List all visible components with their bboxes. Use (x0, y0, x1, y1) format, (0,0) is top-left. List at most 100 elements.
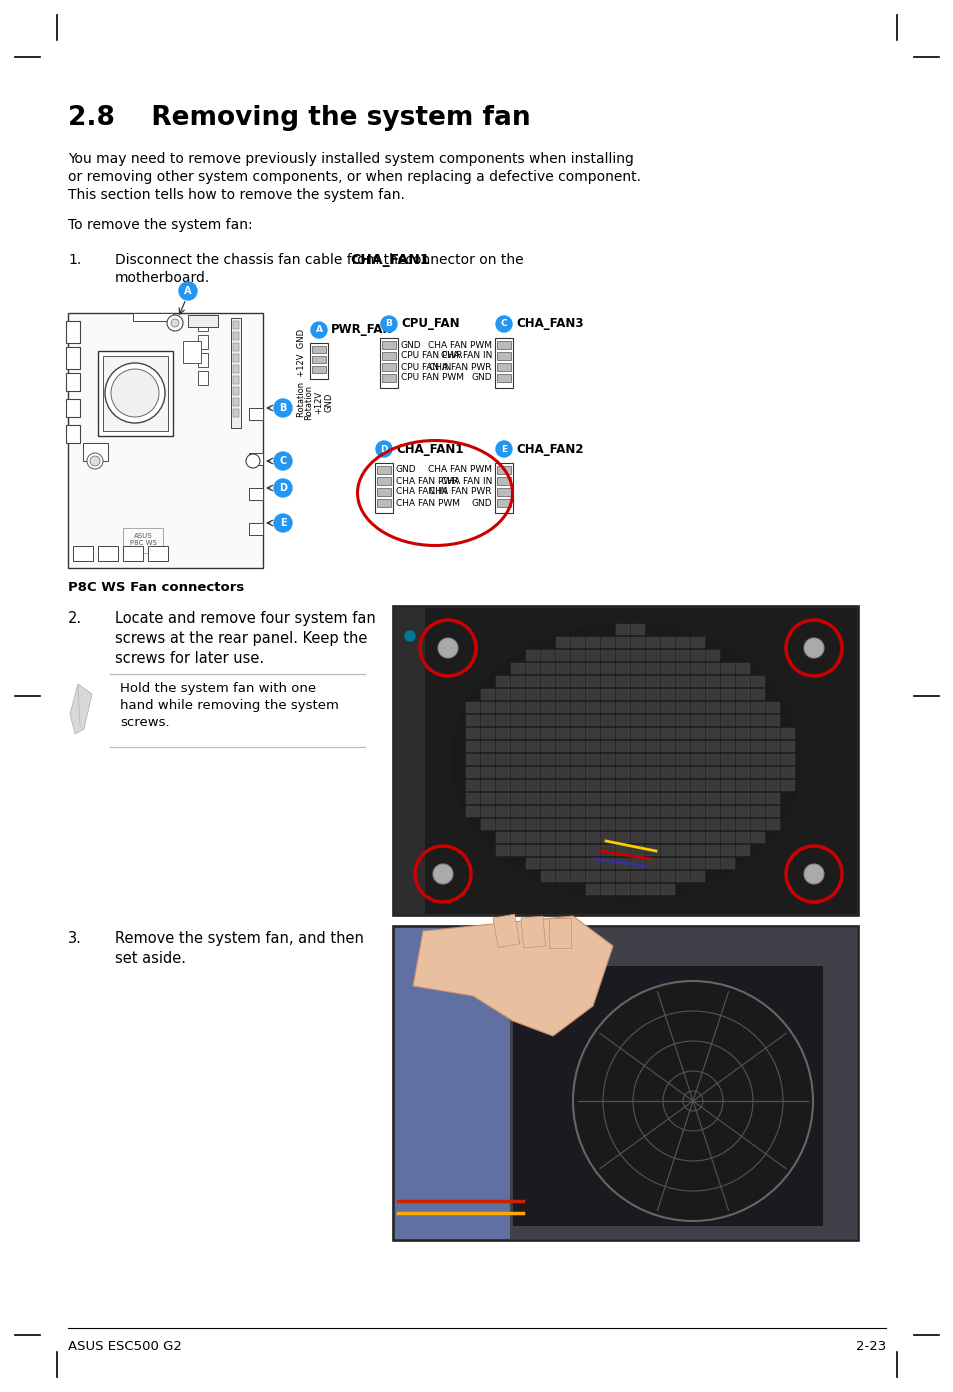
Bar (705, 818, 720, 830)
Bar (395, 928, 856, 1239)
Text: screws for later use.: screws for later use. (115, 651, 264, 665)
Bar (781, 767, 794, 778)
Bar (735, 689, 749, 700)
Bar (735, 714, 749, 725)
Bar (705, 714, 720, 725)
Bar (496, 831, 510, 842)
Bar (585, 650, 599, 660)
Bar (183, 341, 201, 363)
Bar (556, 818, 569, 830)
Bar (750, 806, 764, 817)
Bar (73, 546, 92, 561)
Bar (781, 728, 794, 739)
Bar (705, 792, 720, 803)
Bar (600, 870, 615, 881)
Bar (630, 806, 644, 817)
Circle shape (433, 864, 453, 884)
Bar (395, 608, 856, 915)
Bar (645, 845, 659, 856)
Bar (690, 650, 704, 660)
Bar (496, 818, 510, 830)
Text: D: D (278, 483, 287, 493)
Text: GND: GND (471, 373, 492, 383)
Bar (645, 780, 659, 791)
Bar (676, 689, 689, 700)
Text: motherboard.: motherboard. (115, 271, 210, 285)
Bar (750, 702, 764, 713)
Bar (556, 857, 569, 869)
Bar (630, 741, 644, 752)
Bar (676, 870, 689, 881)
Bar (540, 767, 555, 778)
Bar (645, 702, 659, 713)
Bar (571, 806, 584, 817)
Text: Remove the system fan, and then: Remove the system fan, and then (115, 931, 363, 947)
Bar (585, 780, 599, 791)
Bar (556, 767, 569, 778)
Bar (395, 928, 510, 1239)
Bar (645, 675, 659, 686)
Bar (310, 342, 328, 379)
Text: A: A (315, 326, 322, 334)
Bar (465, 728, 479, 739)
Bar (68, 313, 263, 568)
Bar (630, 702, 644, 713)
Bar (600, 806, 615, 817)
Bar (233, 376, 239, 384)
Bar (525, 780, 539, 791)
Bar (571, 650, 584, 660)
Circle shape (87, 452, 103, 469)
Bar (556, 870, 569, 881)
Bar (616, 663, 629, 674)
Bar (571, 728, 584, 739)
Text: A: A (184, 285, 192, 296)
Bar (735, 806, 749, 817)
Bar (198, 317, 208, 331)
Bar (585, 741, 599, 752)
Bar (735, 753, 749, 764)
Text: CPU FAN PWM: CPU FAN PWM (400, 373, 463, 383)
Bar (630, 753, 644, 764)
Bar (556, 663, 569, 674)
Text: CHA_FAN3: CHA_FAN3 (516, 317, 583, 330)
Bar (540, 831, 555, 842)
Bar (616, 650, 629, 660)
Text: CHA FAN IN: CHA FAN IN (440, 352, 492, 361)
Bar (750, 714, 764, 725)
Bar (540, 741, 555, 752)
Bar (630, 831, 644, 842)
Bar (616, 741, 629, 752)
Bar (720, 857, 734, 869)
Bar (645, 792, 659, 803)
Bar (312, 366, 326, 373)
Text: D: D (380, 444, 387, 454)
Bar (511, 753, 524, 764)
Bar (496, 780, 510, 791)
Text: CHA_FAN1: CHA_FAN1 (395, 443, 463, 455)
Bar (249, 408, 263, 420)
Bar (571, 831, 584, 842)
Text: CHA_FAN1: CHA_FAN1 (350, 253, 430, 267)
Bar (645, 663, 659, 674)
Bar (630, 780, 644, 791)
Bar (616, 702, 629, 713)
Bar (497, 374, 511, 381)
Bar (465, 741, 479, 752)
Polygon shape (70, 683, 91, 734)
Bar (616, 806, 629, 817)
Bar (630, 650, 644, 660)
Text: B: B (279, 404, 287, 413)
Bar (660, 884, 675, 895)
Text: C: C (500, 320, 507, 329)
Circle shape (311, 322, 327, 338)
Bar (750, 689, 764, 700)
Bar (705, 845, 720, 856)
Bar (231, 317, 241, 427)
Bar (496, 689, 510, 700)
Bar (511, 831, 524, 842)
Bar (511, 806, 524, 817)
Bar (720, 845, 734, 856)
Bar (465, 702, 479, 713)
Bar (525, 741, 539, 752)
Circle shape (437, 638, 457, 658)
